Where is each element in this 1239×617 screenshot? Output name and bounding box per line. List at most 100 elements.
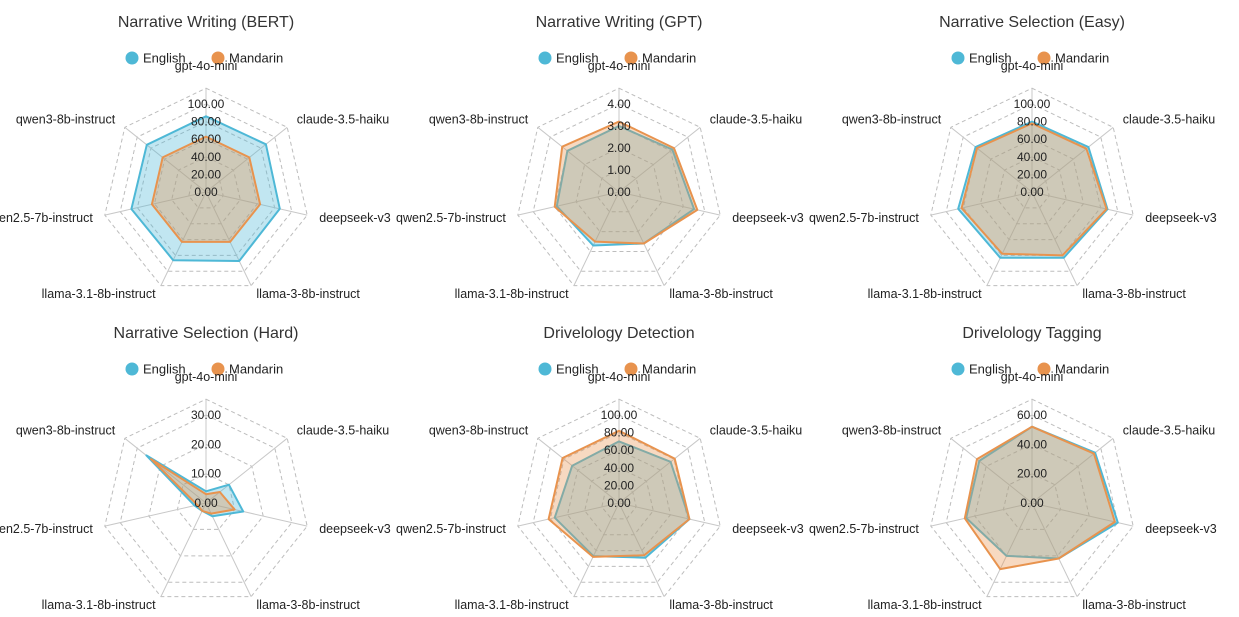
radial-tick-label: 80.00	[1017, 115, 1047, 129]
category-label: claude-3.5-haiku	[710, 424, 802, 438]
category-label: qwen3-8b-instruct	[842, 113, 942, 127]
radial-tick-label: 20.00	[1017, 167, 1047, 181]
radial-tick-label: 0.00	[607, 185, 631, 199]
axis-spoke	[104, 191, 207, 216]
axis-spoke	[573, 502, 620, 597]
radial-tick-label: 0.00	[1020, 185, 1044, 199]
category-label: qwen2.5-7b-instruct	[809, 522, 919, 536]
legend-label: English	[143, 362, 186, 377]
axis-spoke	[205, 502, 252, 597]
legend-label: English	[969, 51, 1012, 66]
radial-tick-label: 100.00	[1014, 97, 1051, 111]
category-label: deepseek-v3	[319, 522, 391, 536]
axis-spoke	[618, 502, 721, 527]
grid-ring	[974, 443, 1090, 557]
category-label: claude-3.5-haiku	[297, 113, 389, 127]
category-label: llama-3-8b-instruct	[669, 287, 773, 301]
outer-ring	[104, 87, 308, 287]
radar-chart: Drivelology Detection English Mandarin 0.00…	[396, 325, 804, 612]
category-label: qwen3-8b-instruct	[16, 424, 116, 438]
radial-tick-label: 20.00	[191, 167, 221, 181]
category-label: llama-3.1-8b-instruct	[868, 598, 982, 612]
legend-marker	[125, 362, 139, 376]
category-label: qwen2.5-7b-instruct	[809, 211, 919, 225]
chart-title: Narrative Selection (Easy)	[939, 14, 1125, 31]
grid-ring	[597, 169, 641, 213]
axis-spoke	[1031, 191, 1134, 216]
outer-ring	[517, 87, 721, 287]
radial-tick-label: 60.00	[1017, 408, 1047, 422]
grid-ring	[566, 449, 672, 552]
axis-spoke	[1031, 191, 1078, 286]
radial-tick-label: 100.00	[188, 97, 225, 111]
category-label: qwen3-8b-instruct	[842, 424, 942, 438]
axis-spoke	[986, 191, 1033, 286]
radial-tick-label: 60.00	[1017, 132, 1047, 146]
grid-ring	[136, 121, 276, 256]
category-label: llama-3.1-8b-instruct	[42, 287, 156, 301]
category-label: llama-3.1-8b-instruct	[455, 598, 569, 612]
category-label: qwen2.5-7b-instruct	[0, 211, 93, 225]
radar-panel: Narrative Selection (Easy) English Mandari…	[809, 0, 1239, 306]
category-label: deepseek-v3	[1145, 522, 1217, 536]
legend-marker	[1037, 362, 1051, 376]
axis-spoke	[930, 191, 1033, 216]
radar-chart: Narrative Selection (Hard) English Mandari…	[0, 325, 391, 612]
category-label: deepseek-v3	[319, 211, 391, 225]
grid-ring	[1014, 173, 1050, 209]
category-label: llama-3.1-8b-instruct	[42, 598, 156, 612]
grid-ring	[532, 103, 706, 272]
legend-label: English	[556, 362, 599, 377]
series-area-english	[957, 120, 1109, 259]
axis-spoke	[205, 126, 288, 193]
axis-spoke	[124, 126, 207, 193]
category-label: llama-3-8b-instruct	[256, 598, 360, 612]
category-label: gpt-4o-mini	[175, 370, 238, 384]
axis-spoke	[618, 126, 701, 193]
legend-label: Mandarin	[229, 51, 283, 66]
legend-label: English	[556, 51, 599, 66]
series-area-mandarin	[553, 120, 699, 245]
category-label: claude-3.5-haiku	[1123, 113, 1215, 127]
grid-ring	[554, 125, 684, 252]
category-label: llama-3-8b-instruct	[1082, 287, 1186, 301]
axis-spoke	[618, 191, 665, 286]
category-label: llama-3-8b-instruct	[669, 598, 773, 612]
radar-chart: Narrative Writing (GPT) English Mandarin 0.…	[396, 14, 804, 301]
grid-ring	[1002, 473, 1062, 530]
grid-ring	[148, 443, 264, 557]
grid-ring	[532, 414, 706, 583]
axis-spoke	[930, 502, 1033, 527]
category-label: qwen2.5-7b-instruct	[0, 522, 93, 536]
axis-spoke	[618, 191, 721, 216]
axis-spoke	[618, 502, 665, 597]
axis-spoke	[950, 126, 1033, 193]
radial-tick-label: 20.00	[604, 478, 634, 492]
legend-marker	[951, 51, 965, 65]
axis-spoke	[104, 502, 207, 527]
grid-ring	[575, 147, 663, 233]
outer-ring	[930, 87, 1134, 287]
legend-marker	[538, 362, 552, 376]
category-label: qwen3-8b-instruct	[429, 113, 529, 127]
axis-spoke	[537, 437, 620, 504]
legend-marker	[951, 362, 965, 376]
grid-ring	[584, 467, 654, 536]
grid-ring	[979, 138, 1085, 241]
category-label: llama-3.1-8b-instruct	[868, 287, 982, 301]
axis-spoke	[1031, 126, 1114, 193]
axis-spoke	[986, 502, 1033, 597]
category-label: qwen3-8b-instruct	[16, 113, 116, 127]
grid-ring	[171, 156, 241, 225]
outer-ring	[930, 398, 1134, 598]
category-label: llama-3-8b-instruct	[256, 287, 360, 301]
series-area-mandarin	[150, 458, 236, 515]
radar-chart: Narrative Selection (Easy) English Mandari…	[809, 14, 1217, 301]
axis-spoke	[1031, 437, 1114, 504]
chart-title: Narrative Selection (Hard)	[114, 325, 299, 342]
legend-label: English	[143, 51, 186, 66]
axis-spoke	[205, 191, 308, 216]
legend-label: Mandarin	[642, 362, 696, 377]
axis-spoke	[537, 126, 620, 193]
axis-spoke	[618, 437, 701, 504]
